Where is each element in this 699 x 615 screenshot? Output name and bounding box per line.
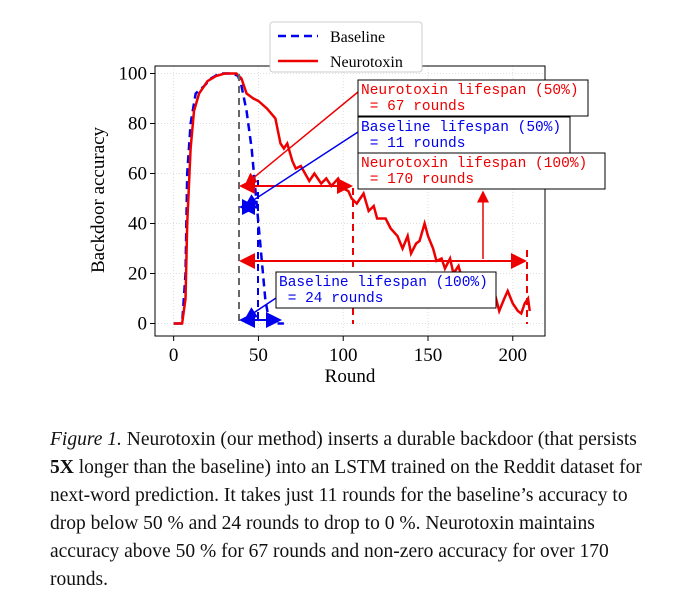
y-tick-label: 20 <box>128 264 147 285</box>
y-tick-label: 40 <box>128 214 147 235</box>
caption-bold: 5X <box>50 457 74 478</box>
caption: Figure 1. Neurotoxin (our method) insert… <box>50 426 650 594</box>
y-tick-label: 80 <box>128 114 147 135</box>
legend-box <box>269 21 423 73</box>
caption-text: Neurotoxin (our method) inserts a durabl… <box>121 429 637 450</box>
legend-label: Neurotoxin <box>330 54 403 71</box>
annotation-text: Neurotoxin lifespan (100%) <box>361 156 587 172</box>
annotation-box <box>357 79 589 117</box>
annotation-text: = 170 rounds <box>361 172 474 188</box>
x-tick-label: 100 <box>329 345 358 366</box>
series-line <box>173 72 284 325</box>
annotation-text: Baseline lifespan (100%) <box>279 275 488 291</box>
x-tick-label: 50 <box>249 345 268 366</box>
caption-text: longer than the baseline) into an LSTM t… <box>50 457 642 590</box>
annotation-text: = 67 rounds <box>361 99 465 115</box>
annotation-text: = 24 rounds <box>279 291 383 307</box>
x-tick-label: 150 <box>414 345 443 366</box>
annotation-box <box>275 271 497 309</box>
y-tick-label: 100 <box>119 64 148 85</box>
annotation-text: = 11 rounds <box>361 136 465 152</box>
x-tick-label: 200 <box>499 345 528 366</box>
y-axis-label: Backdoor accuracy <box>88 126 109 273</box>
legend-label: Baseline <box>330 29 385 46</box>
annotation-text: Neurotoxin lifespan (50%) <box>361 83 579 99</box>
annotation-box <box>357 116 571 154</box>
caption-label: Figure 1. <box>50 429 122 450</box>
y-tick-label: 0 <box>138 314 148 335</box>
y-tick-label: 60 <box>128 164 147 185</box>
annotation-text: Baseline lifespan (50%) <box>361 120 561 136</box>
x-axis-label: Round <box>325 366 376 387</box>
x-tick-label: 0 <box>169 345 179 366</box>
chart: 0 50 100 150 200 0 20 40 60 80 100 Neurotoxin life… <box>88 21 606 387</box>
annotation-box <box>357 152 606 190</box>
